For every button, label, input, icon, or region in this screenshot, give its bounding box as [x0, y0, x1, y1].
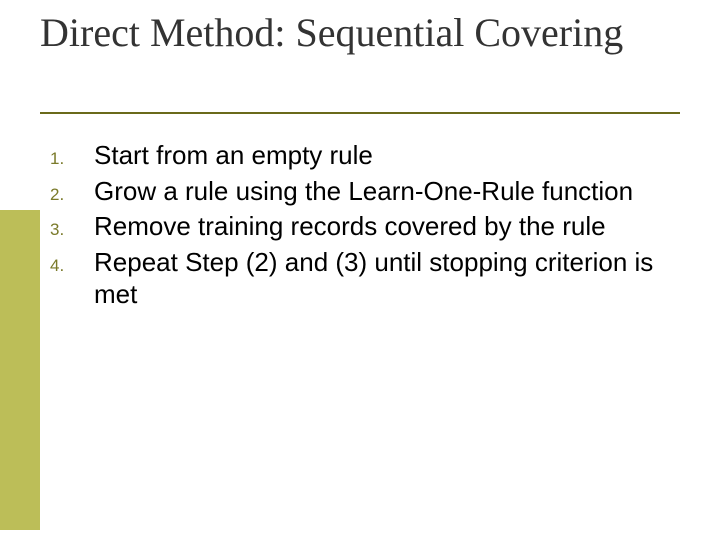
title-underline: [40, 112, 680, 114]
list-number: 1.: [50, 140, 94, 170]
list-text: Grow a rule using the Learn-One-Rule fun…: [94, 176, 690, 208]
list-number: 2.: [50, 176, 94, 206]
numbered-list: 1. Start from an empty rule 2. Grow a ru…: [50, 140, 690, 315]
list-item: 4. Repeat Step (2) and (3) until stoppin…: [50, 247, 690, 310]
slide: Direct Method: Sequential Covering 1. St…: [0, 0, 720, 540]
list-item: 2. Grow a rule using the Learn-One-Rule …: [50, 176, 690, 208]
list-text: Start from an empty rule: [94, 140, 690, 172]
list-text: Remove training records covered by the r…: [94, 211, 690, 243]
list-item: 1. Start from an empty rule: [50, 140, 690, 172]
list-item: 3. Remove training records covered by th…: [50, 211, 690, 243]
list-number: 3.: [50, 211, 94, 241]
list-number: 4.: [50, 247, 94, 277]
list-text: Repeat Step (2) and (3) until stopping c…: [94, 247, 690, 310]
accent-block: [0, 210, 40, 530]
slide-title: Direct Method: Sequential Covering: [40, 10, 690, 56]
